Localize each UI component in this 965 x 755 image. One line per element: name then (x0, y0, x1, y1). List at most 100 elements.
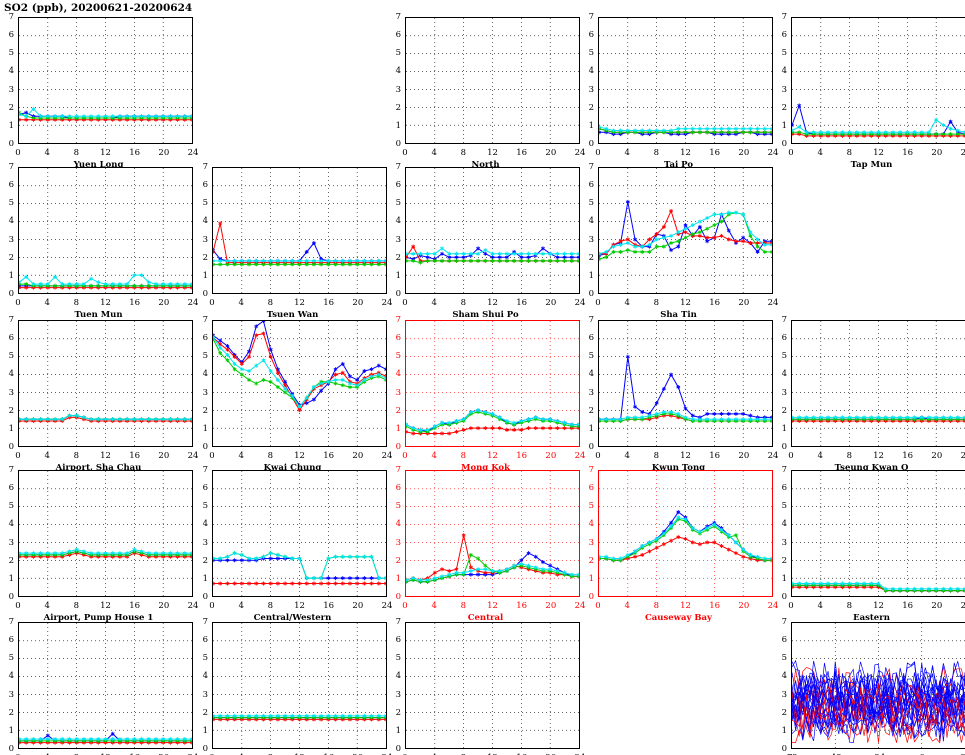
x-axis-tick-label: 20 (350, 754, 366, 755)
y-axis-tick-label: 5 (202, 198, 208, 209)
series-marker (705, 526, 710, 531)
y-axis-tick-label: 1 (8, 573, 14, 584)
y-axis-tick-label: 3 (781, 689, 787, 700)
y-axis-tick-label: 1 (395, 270, 401, 281)
x-axis-tick-label: 8 (73, 601, 80, 611)
chart-panel: 7 6 5 4 3 2 1 0 0 4 8 12 16 20 24 Sham Shui Po (387, 163, 586, 326)
series-marker (526, 426, 531, 431)
series-marker (548, 251, 553, 256)
series-marker (762, 130, 767, 135)
y-axis-tick-label: 2 (395, 252, 401, 263)
series-marker (569, 422, 574, 427)
x-axis-tick-label: 8 (455, 754, 471, 755)
series-marker (647, 549, 652, 554)
series-line (792, 673, 965, 719)
series-marker (283, 390, 288, 395)
series-marker (483, 563, 488, 568)
series-marker (719, 544, 724, 548)
series-marker (190, 737, 192, 742)
x-axis-tick-label: 8 (73, 298, 80, 308)
y-axis-tick-label: 0 (8, 592, 14, 602)
series-marker (304, 395, 309, 400)
x-axis-tick-label: 12 (873, 601, 884, 611)
series-marker (326, 713, 331, 718)
series-marker (625, 237, 630, 242)
series-marker (406, 255, 408, 260)
series-marker (797, 103, 802, 108)
y-axis-tick-label: 0 (781, 744, 787, 754)
series-marker (225, 352, 230, 357)
x-axis-tick-label: 12 (487, 298, 498, 308)
series-marker (139, 273, 144, 278)
series-marker (676, 385, 681, 390)
y-axis-tick-label: 0 (588, 592, 594, 602)
chart-panel: 7 6 5 4 3 2 1 0 0 4 8 12 16 20 24 Mong Kok (387, 316, 586, 479)
series-marker (890, 415, 895, 420)
series-marker (934, 117, 939, 122)
series-marker (125, 282, 130, 287)
x-axis-tick-label: 0 (402, 601, 408, 611)
y-axis-tick-label: 0 (395, 744, 401, 754)
y-axis-tick-label: 0 (8, 139, 14, 149)
series-marker (418, 577, 423, 582)
series-marker (497, 569, 502, 573)
series-marker (804, 415, 809, 420)
series-marker (955, 586, 960, 591)
y-axis-tick-label: 4 (588, 369, 594, 380)
series-marker (132, 417, 137, 422)
x-axis-tick-label: 24 (960, 148, 965, 158)
series-marker (67, 114, 72, 119)
x-axis-tick-label: 0 (397, 754, 413, 755)
series-line (792, 699, 965, 744)
y-axis-tick-label: 0 (202, 289, 208, 299)
series-marker (275, 556, 280, 561)
series-marker (319, 262, 324, 267)
y-axis-tick-label: 3 (781, 537, 787, 548)
series-marker (599, 124, 601, 129)
panel-caption: Sham Shui Po (452, 310, 519, 320)
x-axis-tick-label: 4 (44, 298, 50, 308)
y-axis-tick-label: 4 (395, 671, 401, 682)
series-marker (275, 581, 280, 586)
series-marker (348, 581, 352, 586)
y-axis-tick-label: 5 (202, 653, 208, 664)
series-marker (676, 411, 681, 416)
series-marker (818, 130, 823, 135)
x-axis-tick-label: 20 (931, 601, 943, 611)
y-axis-tick-label: 1 (781, 120, 787, 131)
series-marker (146, 283, 151, 288)
y-axis-tick-label: 1 (8, 423, 14, 434)
series-marker (348, 381, 352, 386)
x-axis-tick-label: 4 (817, 601, 823, 611)
series-marker (31, 737, 36, 742)
y-axis-tick-label: 0 (8, 289, 14, 299)
series-marker (440, 420, 444, 425)
series-marker (669, 372, 674, 377)
y-axis-tick-label: 4 (8, 671, 14, 682)
x-axis-tick-label: 12 (294, 451, 305, 461)
x-axis-tick-label: 24 (574, 601, 586, 611)
y-axis-tick-label: 0 (202, 442, 208, 452)
series-marker (175, 551, 180, 556)
series-marker (283, 262, 288, 267)
series-marker (96, 551, 101, 556)
series-marker (225, 581, 230, 586)
series-marker (311, 713, 316, 718)
series-marker (734, 551, 738, 556)
series-marker (154, 551, 158, 556)
series-marker (440, 431, 444, 436)
series-marker (297, 581, 302, 586)
series-marker (218, 581, 223, 586)
x-axis-tick-label: 24 (767, 148, 779, 158)
series-marker (519, 561, 524, 566)
series-marker (640, 544, 645, 548)
series-marker (497, 255, 502, 260)
x-axis-tick-label: 8 (73, 148, 80, 158)
panel-caption: Causeway Bay (645, 613, 712, 623)
x-axis-tick-label: 20 (158, 148, 170, 158)
series-marker (304, 249, 309, 254)
series-marker (326, 556, 331, 561)
series-marker (139, 549, 144, 554)
panel-caption: Central/Western (253, 613, 332, 623)
x-axis-tick-label: 12 (487, 148, 498, 158)
